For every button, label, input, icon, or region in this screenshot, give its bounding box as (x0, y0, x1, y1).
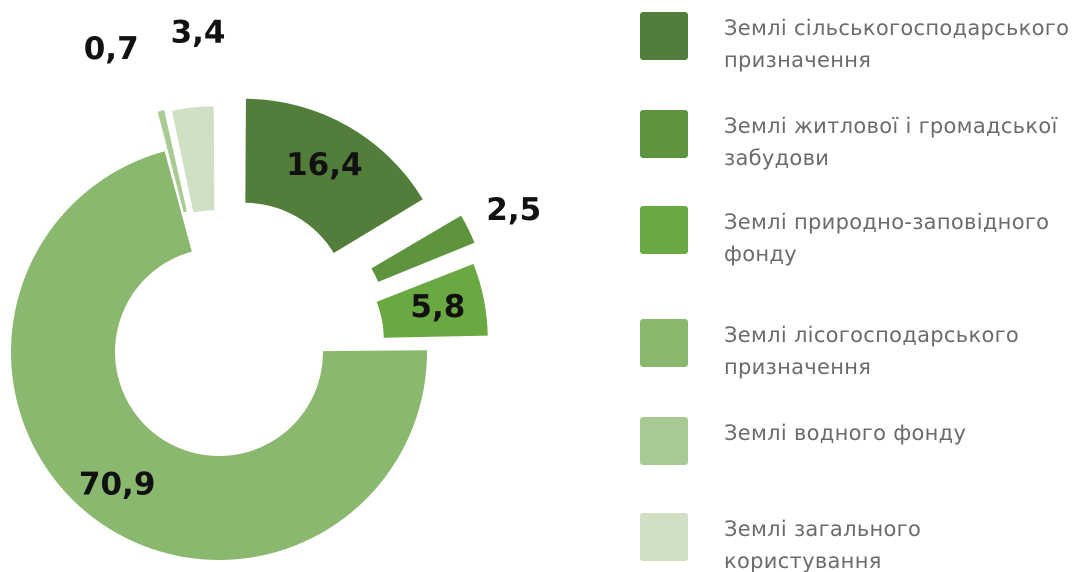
data-label: 5,8 (410, 289, 465, 325)
legend-item: Землі лісогосподарського призначення (640, 319, 1074, 383)
legend-item: Землі житлової і громадської забудови (640, 110, 1074, 174)
donut-segment (171, 106, 215, 213)
data-label: 0,7 (84, 31, 139, 67)
legend-swatch (640, 12, 688, 60)
donut-segment (376, 263, 488, 338)
legend-swatch (640, 206, 688, 254)
legend-swatch (640, 110, 688, 158)
donut: 16,4 2,5 5,8 70,9 0,7 3,4 (10, 14, 541, 560)
legend-label: Землі природно-заповідного фонду (724, 210, 1050, 266)
legend-label: Землі сільськогосподарського призначення (724, 16, 1070, 72)
legend-label: Землі водного фонду (724, 421, 967, 445)
donut-segment (371, 215, 475, 282)
legend-label: Землі лісогосподарського призначення (724, 323, 1020, 379)
legend-item: Землі загального користування (640, 513, 1074, 572)
legend-item: Землі природно-заповідного фонду (640, 206, 1074, 270)
donut-segment (157, 110, 187, 213)
legend-label: Землі житлової і громадської забудови (724, 114, 1058, 170)
legend-item: Землі сільськогосподарського призначення (640, 12, 1074, 76)
donut-segment (245, 98, 423, 254)
donut-segment (10, 151, 427, 560)
legend-item: Землі водного фонду (640, 417, 1074, 465)
legend-swatch (640, 319, 688, 367)
data-label: 16,4 (286, 147, 363, 183)
data-label: 3,4 (171, 14, 226, 50)
data-label: 2,5 (486, 192, 541, 228)
legend-label: Землі загального користування (724, 517, 922, 572)
data-label: 70,9 (79, 467, 156, 503)
legend-swatch (640, 513, 688, 561)
legend-swatch (640, 417, 688, 465)
